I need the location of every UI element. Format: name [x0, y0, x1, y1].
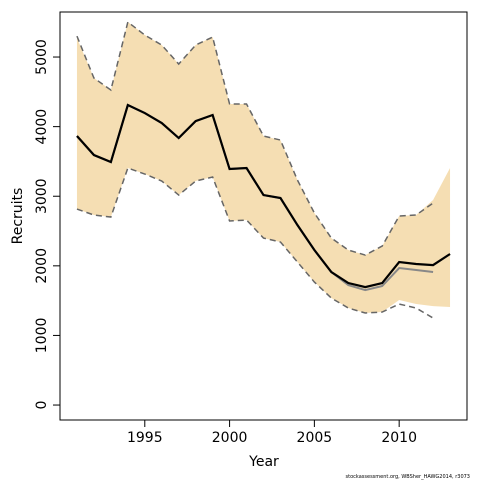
confidence-band — [76, 22, 451, 314]
x-tick-label: 2005 — [297, 430, 333, 446]
x-tick-label: 2000 — [212, 430, 248, 446]
line — [76, 103, 451, 289]
x-tick-label: 1995 — [127, 430, 163, 446]
plot-frame — [59, 11, 468, 421]
y-axis-label: Recruits — [10, 188, 26, 245]
y-tick-label: 4000 — [34, 109, 50, 145]
y-tick-label: 0 — [34, 401, 50, 410]
footnote: stockassessment.org, WBSher_HAWG2014, r3… — [346, 474, 470, 480]
y-tick-label: 2000 — [34, 248, 50, 284]
line — [76, 20, 434, 256]
y-tick-label: 3000 — [34, 178, 50, 214]
y-tick-label: 1000 — [34, 318, 50, 354]
x-axis-label: Year — [248, 454, 279, 470]
line — [76, 167, 434, 319]
y-tick-label: 5000 — [34, 39, 50, 75]
x-tick-label: 2010 — [381, 430, 417, 446]
